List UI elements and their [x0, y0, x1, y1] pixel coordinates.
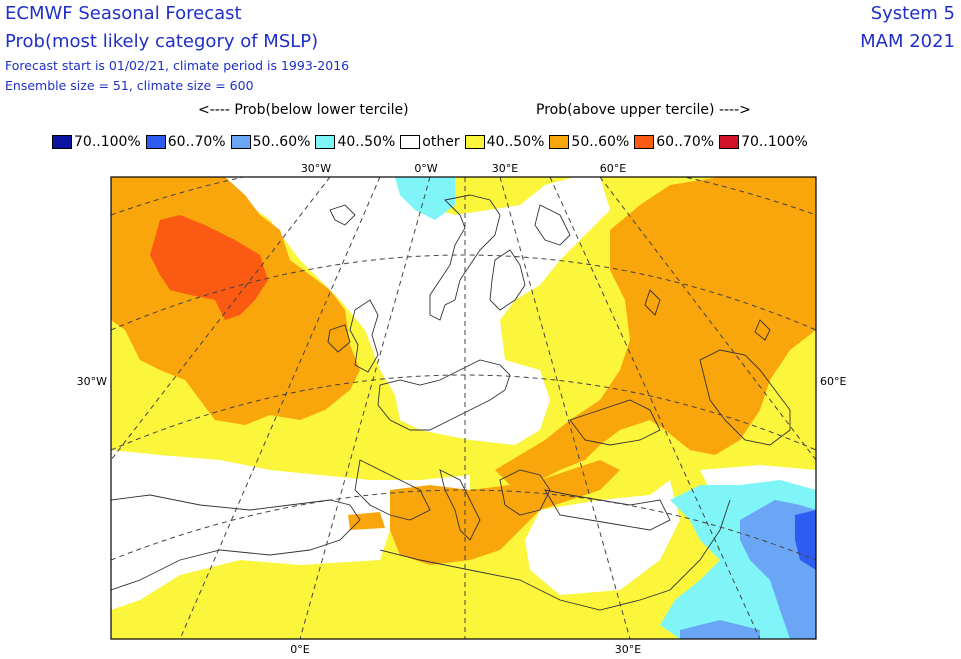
bottom-label-0e: 0°E [290, 643, 309, 656]
top-label-0w: 0°W [414, 162, 437, 175]
legend-label: 40..50% [337, 134, 396, 150]
top-label-30w: 30°W [301, 162, 331, 175]
legend-item: 40..50% [315, 134, 400, 150]
legend-item: other [400, 134, 464, 150]
legend-below-header: <---- Prob(below lower tercile) [198, 102, 409, 118]
season-label: MAM 2021 [860, 31, 955, 52]
orange-region-russia [495, 177, 816, 485]
white-region-atlantic [111, 450, 470, 610]
top-label-60e: 60°E [600, 162, 626, 175]
legend-item: 50..60% [549, 134, 634, 150]
legend-label: 50..60% [252, 134, 311, 150]
legend-swatch [400, 135, 421, 149]
legend-label: other [422, 134, 460, 150]
coastlines [111, 194, 791, 611]
legend-label: 70..100% [741, 134, 808, 150]
top-label-30e: 30°E [492, 162, 518, 175]
legend-label: 60..70% [656, 134, 715, 150]
red-region-atlantic [150, 215, 268, 320]
map-area [111, 177, 816, 639]
ensemble-size-text: Ensemble size = 51, climate size = 600 [5, 78, 254, 93]
legend-swatch [52, 135, 72, 149]
system-label: System 5 [870, 3, 955, 24]
legend-swatch [464, 135, 485, 149]
right-label-60e: 60°E [820, 375, 846, 388]
legend-label: 50..60% [571, 134, 630, 150]
legend-swatch [315, 135, 336, 149]
orange-region-small [348, 512, 385, 530]
lightblue-region-south [680, 620, 760, 639]
blue-region [795, 510, 816, 570]
graticule [111, 177, 816, 639]
forecast-start-text: Forecast start is 01/02/21, climate peri… [5, 58, 350, 73]
map-frame [110, 176, 817, 640]
legend-item: 60..70% [145, 134, 231, 150]
title-main: ECMWF Seasonal Forecast [5, 3, 242, 24]
legend-item: 40..50% [464, 134, 550, 150]
title-variable: Prob(most likely category of MSLP) [5, 31, 319, 52]
white-region-north [210, 177, 610, 445]
white-region-middle-east [525, 480, 680, 595]
legend-swatch [230, 135, 251, 149]
legend: 70..100% 60..70% 50..60% 40..50% other 40..50… [52, 134, 813, 150]
legend-swatch [145, 135, 166, 149]
legend-item: 70..100% [52, 134, 146, 150]
legend-item: 70..100% [719, 134, 813, 150]
bottom-label-30e: 30°E [615, 643, 641, 656]
legend-swatch [549, 135, 570, 149]
legend-swatch [719, 135, 740, 149]
legend-label: 70..100% [74, 134, 141, 150]
cyan-region-north [395, 177, 455, 220]
legend-label: 60..70% [167, 134, 226, 150]
legend-above-header: Prob(above upper tercile) ----> [536, 102, 751, 118]
orange-region-mediterranean [390, 460, 620, 565]
legend-item: 50..60% [230, 134, 316, 150]
legend-swatch [634, 135, 655, 149]
legend-item: 60..70% [634, 134, 719, 150]
legend-label: 40..50% [486, 134, 545, 150]
left-label-30w: 30°W [77, 375, 107, 388]
